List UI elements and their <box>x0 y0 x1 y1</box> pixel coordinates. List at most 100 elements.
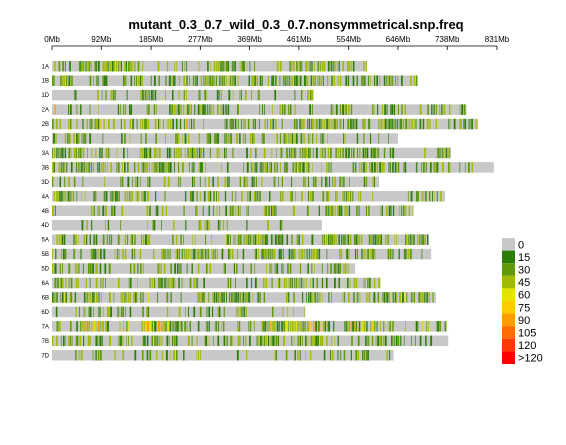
snp-stripe <box>321 162 322 173</box>
snp-stripe <box>76 133 78 144</box>
chromosome-label: 2B <box>42 122 49 128</box>
snp-stripe <box>276 350 277 361</box>
snp-stripe <box>322 61 323 72</box>
snp-stripe <box>301 249 303 260</box>
snp-stripe <box>477 119 478 130</box>
snp-stripe <box>145 162 147 173</box>
snp-stripe <box>183 162 184 173</box>
snp-stripe <box>232 336 233 347</box>
snp-stripe <box>272 307 274 318</box>
snp-stripe <box>341 119 342 130</box>
snp-stripe <box>291 177 292 188</box>
snp-stripe <box>399 206 400 217</box>
snp-stripe <box>203 75 204 86</box>
snp-stripe <box>229 75 230 86</box>
snp-stripe <box>312 162 313 173</box>
snp-stripe <box>289 61 291 72</box>
snp-stripe <box>162 162 164 173</box>
snp-stripe <box>307 206 309 217</box>
snp-stripe <box>317 75 318 86</box>
snp-stripe <box>232 148 233 159</box>
snp-stripe <box>176 119 177 130</box>
snp-stripe <box>147 191 149 202</box>
snp-stripe <box>345 75 347 86</box>
snp-stripe <box>68 148 70 159</box>
snp-stripe <box>296 321 297 332</box>
snp-stripe <box>172 75 173 86</box>
x-tick-label: 646Mb <box>386 35 411 44</box>
snp-stripe <box>208 292 209 303</box>
snp-stripe <box>389 206 391 217</box>
snp-stripe <box>338 278 339 289</box>
snp-stripe <box>169 278 170 289</box>
snp-stripe <box>476 119 477 130</box>
snp-stripe <box>76 336 78 347</box>
x-tick-label: 277Mb <box>188 35 213 44</box>
snp-stripe <box>107 321 109 332</box>
snp-stripe <box>408 234 409 245</box>
snp-stripe <box>114 191 115 202</box>
snp-stripe <box>223 220 224 231</box>
snp-stripe <box>377 336 379 347</box>
legend-swatch <box>502 238 515 251</box>
snp-stripe <box>281 220 282 231</box>
snp-stripe <box>87 162 88 173</box>
snp-stripe <box>286 292 288 303</box>
snp-stripe <box>424 292 425 303</box>
snp-stripe <box>64 191 65 202</box>
snp-stripe <box>220 220 221 231</box>
snp-stripe <box>335 206 336 217</box>
snp-stripe <box>143 191 144 202</box>
snp-stripe <box>119 61 120 72</box>
snp-stripe <box>276 133 278 144</box>
snp-stripe <box>421 234 422 245</box>
snp-stripe <box>219 104 220 115</box>
snp-stripe <box>256 191 257 202</box>
snp-stripe <box>324 119 325 130</box>
snp-stripe <box>140 249 141 260</box>
snp-stripe <box>158 263 159 274</box>
snp-stripe <box>311 336 312 347</box>
snp-stripe <box>386 75 387 86</box>
snp-stripe <box>253 234 254 245</box>
snp-stripe <box>54 278 56 289</box>
snp-stripe <box>391 206 392 217</box>
snp-stripe <box>117 148 118 159</box>
snp-stripe <box>233 90 234 101</box>
snp-stripe <box>132 61 133 72</box>
snp-stripe <box>251 278 252 289</box>
snp-stripe <box>355 350 357 361</box>
snp-stripe <box>381 206 382 217</box>
snp-stripe <box>186 90 187 101</box>
snp-stripe <box>222 75 223 86</box>
snp-stripe <box>368 75 369 86</box>
snp-stripe <box>325 177 327 188</box>
snp-stripe <box>105 321 107 332</box>
snp-stripe <box>157 292 158 303</box>
snp-stripe <box>412 119 413 130</box>
snp-stripe <box>258 234 260 245</box>
snp-stripe <box>230 119 231 130</box>
snp-stripe <box>275 206 276 217</box>
snp-stripe <box>367 249 369 260</box>
snp-stripe <box>274 162 275 173</box>
snp-stripe <box>102 206 104 217</box>
snp-stripe <box>86 278 87 289</box>
snp-stripe <box>369 234 371 245</box>
snp-stripe <box>200 307 202 318</box>
snp-stripe <box>136 191 137 202</box>
snp-stripe <box>340 148 341 159</box>
snp-stripe <box>416 321 418 332</box>
snp-stripe <box>339 249 340 260</box>
chromosome-track: 4D <box>41 220 322 231</box>
snp-stripe <box>217 307 218 318</box>
snp-stripe <box>180 263 181 274</box>
snp-stripe <box>199 133 200 144</box>
snp-stripe <box>363 162 364 173</box>
snp-stripe <box>142 350 143 361</box>
snp-stripe <box>142 119 144 130</box>
snp-stripe <box>370 249 371 260</box>
snp-stripe <box>93 162 94 173</box>
snp-stripe <box>257 75 259 86</box>
snp-stripe <box>314 292 315 303</box>
